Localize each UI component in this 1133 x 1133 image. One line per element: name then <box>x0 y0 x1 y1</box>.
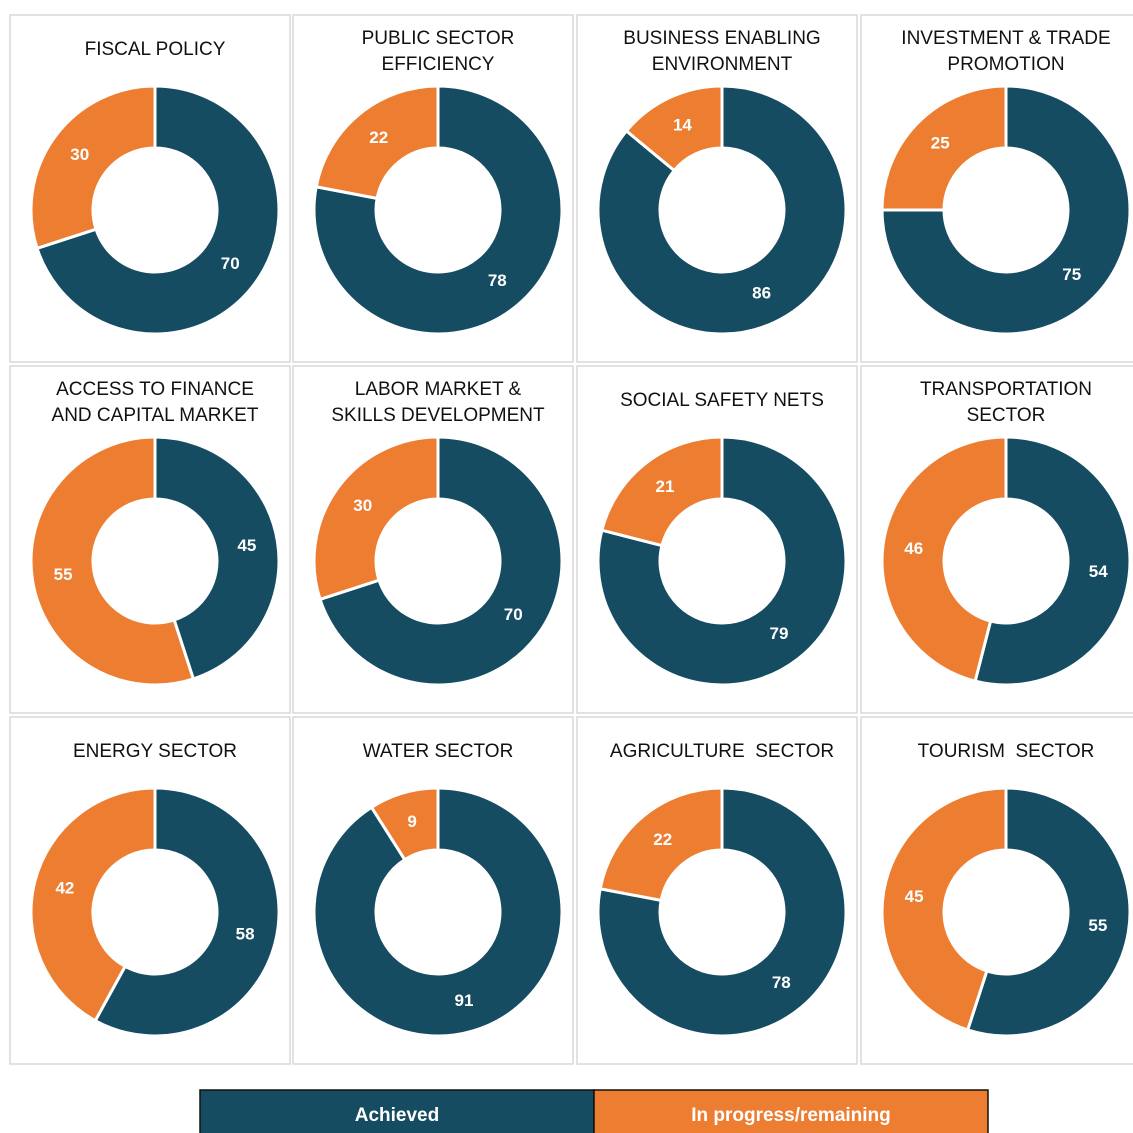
chart-title: AGRICULTURE SECTOR <box>610 741 834 762</box>
data-label: 78 <box>488 271 507 290</box>
donut-slice <box>318 435 564 687</box>
data-label: 30 <box>353 496 372 515</box>
data-label: 22 <box>369 128 388 147</box>
chart-title: WATER SECTOR <box>363 741 514 762</box>
donut-slice <box>93 786 281 1038</box>
donut-slice <box>29 435 196 687</box>
chart-title: BUSINESS ENABLING <box>623 28 820 49</box>
chart-title: SKILLS DEVELOPMENT <box>331 405 545 426</box>
donut-panel: AGRICULTURE SECTOR 78 22 <box>576 716 858 1065</box>
donut-slice <box>880 435 1008 683</box>
data-label: 42 <box>55 878 74 897</box>
legend: Achieved In progress/remaining <box>199 1089 989 1133</box>
data-label: 14 <box>673 115 692 134</box>
donut-panel: WATER SECTOR 91 9 <box>292 716 574 1065</box>
data-label: 86 <box>752 284 771 303</box>
data-label: 55 <box>1088 916 1107 935</box>
data-label: 45 <box>237 536 256 555</box>
chart-title: ENVIRONMENT <box>652 54 793 75</box>
data-label: 21 <box>656 477 675 496</box>
donut-panel: TRANSPORTATION SECTOR 54 46 <box>860 365 1133 714</box>
donut-panel: ACCESS TO FINANCE AND CAPITAL MARKET 45 55 <box>9 365 291 714</box>
donut-panel: PUBLIC SECTOR EFFICIENCY 78 22 <box>292 14 574 363</box>
chart-title: AND CAPITAL MARKET <box>52 405 259 426</box>
donut-slice <box>965 786 1132 1038</box>
chart-title: SECTOR <box>967 405 1046 426</box>
chart-title: PUBLIC SECTOR <box>362 28 515 49</box>
chart-title: SOCIAL SAFETY NETS <box>620 390 824 411</box>
data-label: 79 <box>770 624 789 643</box>
data-label: 75 <box>1062 265 1081 284</box>
donut-slice <box>596 786 848 1038</box>
data-label: 70 <box>221 254 240 273</box>
chart-title: PROMOTION <box>947 54 1064 75</box>
donut-slice <box>880 84 1132 336</box>
donut-slice <box>369 786 440 862</box>
donut-slice <box>312 435 440 602</box>
data-label: 22 <box>653 830 672 849</box>
donut-panel: TOURISM SECTOR 55 45 <box>860 716 1133 1065</box>
chart-title: INVESTMENT & TRADE <box>901 28 1110 49</box>
data-label: 91 <box>454 991 473 1010</box>
donut-slice <box>596 435 848 687</box>
chart-title: TRANSPORTATION <box>920 379 1092 400</box>
donut-slice <box>598 786 724 903</box>
data-label: 54 <box>1089 562 1108 581</box>
data-label: 55 <box>54 565 73 584</box>
donut-panel: SOCIAL SAFETY NETS 79 21 <box>576 365 858 714</box>
donut-slice <box>314 84 440 201</box>
data-label: 78 <box>772 973 791 992</box>
donut-slice <box>880 786 1008 1032</box>
chart-title: FISCAL POLICY <box>85 39 226 60</box>
chart-title: EFFICIENCY <box>382 54 495 75</box>
data-label: 58 <box>236 925 255 944</box>
data-label: 9 <box>407 812 416 831</box>
donut-panel: FISCAL POLICY 70 30 <box>9 14 291 363</box>
legend-label: In progress/remaining <box>691 1105 891 1126</box>
donut-slice <box>880 84 1008 212</box>
donut-slice <box>600 435 724 548</box>
data-label: 25 <box>931 134 950 153</box>
chart-title: LABOR MARKET & <box>355 379 522 400</box>
donut-slice <box>973 435 1132 687</box>
data-label: 45 <box>905 887 924 906</box>
donut-slice <box>312 786 564 1038</box>
chart-title: ACCESS TO FINANCE <box>56 379 254 400</box>
donut-panel: ENERGY SECTOR 58 42 <box>9 716 291 1065</box>
donut-slice <box>35 84 281 336</box>
legend-swatch <box>593 1089 989 1133</box>
donut-slice <box>312 84 564 336</box>
donut-slice <box>29 786 157 1023</box>
data-label: 70 <box>504 605 523 624</box>
donut-panel: LABOR MARKET & SKILLS DEVELOPMENT 70 30 <box>292 365 574 714</box>
legend-swatch <box>199 1089 595 1133</box>
chart-title: ENERGY SECTOR <box>73 741 237 762</box>
data-label: 46 <box>904 539 923 558</box>
donut-panel: BUSINESS ENABLING ENVIRONMENT 86 14 <box>576 14 858 363</box>
donut-panel: INVESTMENT & TRADE PROMOTION 75 25 <box>860 14 1133 363</box>
data-label: 30 <box>70 145 89 164</box>
legend-label: Achieved <box>355 1105 439 1126</box>
donut-slice <box>596 84 848 336</box>
donut-slice <box>624 84 724 173</box>
donut-slice <box>153 435 281 681</box>
chart-title: TOURISM SECTOR <box>918 741 1095 762</box>
donut-slice <box>29 84 157 251</box>
